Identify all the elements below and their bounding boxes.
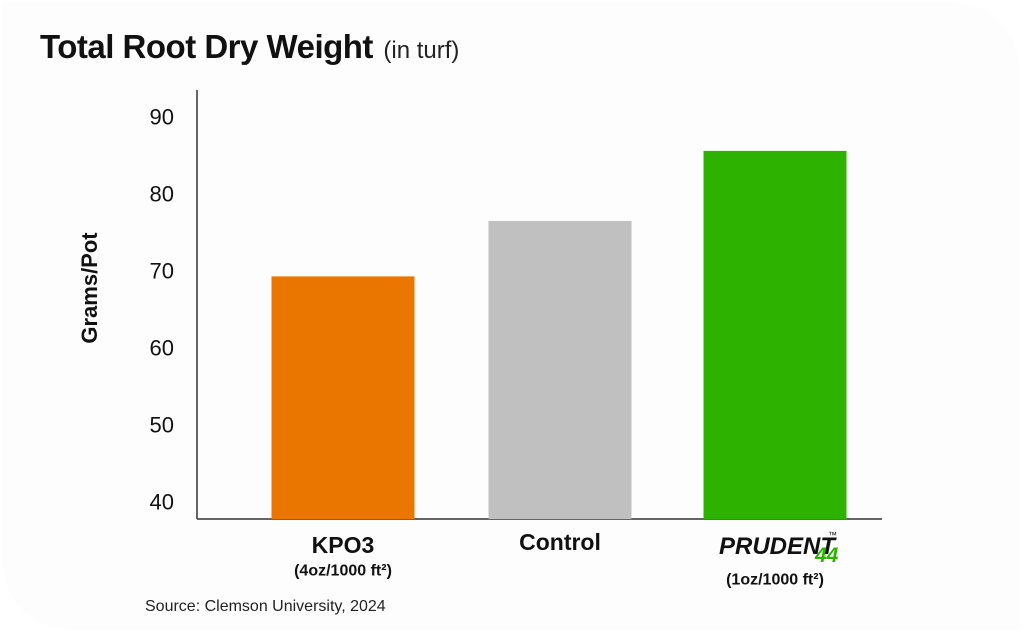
y-tick-label: 70	[150, 259, 174, 284]
y-tick-label: 50	[150, 413, 174, 438]
chart-subtitle: (in turf)	[383, 37, 460, 64]
title-row: Total Root Dry Weight (in turf)	[40, 28, 459, 66]
brand-logo-trademark: ™	[828, 530, 837, 540]
category-label: Control	[519, 529, 601, 555]
y-tick-label: 80	[150, 182, 174, 207]
y-tick-label: 40	[150, 490, 174, 515]
y-tick-label: 60	[150, 336, 174, 361]
bar-1	[488, 220, 632, 519]
brand-logo-number: 44	[814, 544, 839, 567]
y-tick-label: 90	[150, 105, 174, 130]
bar-2	[703, 150, 847, 519]
category-label: KPO3	[312, 532, 375, 558]
category-sublabel: (1oz/1000 ft²)	[726, 572, 824, 589]
bar-0	[271, 276, 415, 519]
source-note: Source: Clemson University, 2024	[145, 598, 386, 615]
brand-logo-text: PRUDENT	[719, 533, 837, 560]
category-sublabel: (4oz/1000 ft²)	[294, 563, 392, 580]
chart-title: Total Root Dry Weight	[40, 28, 373, 65]
